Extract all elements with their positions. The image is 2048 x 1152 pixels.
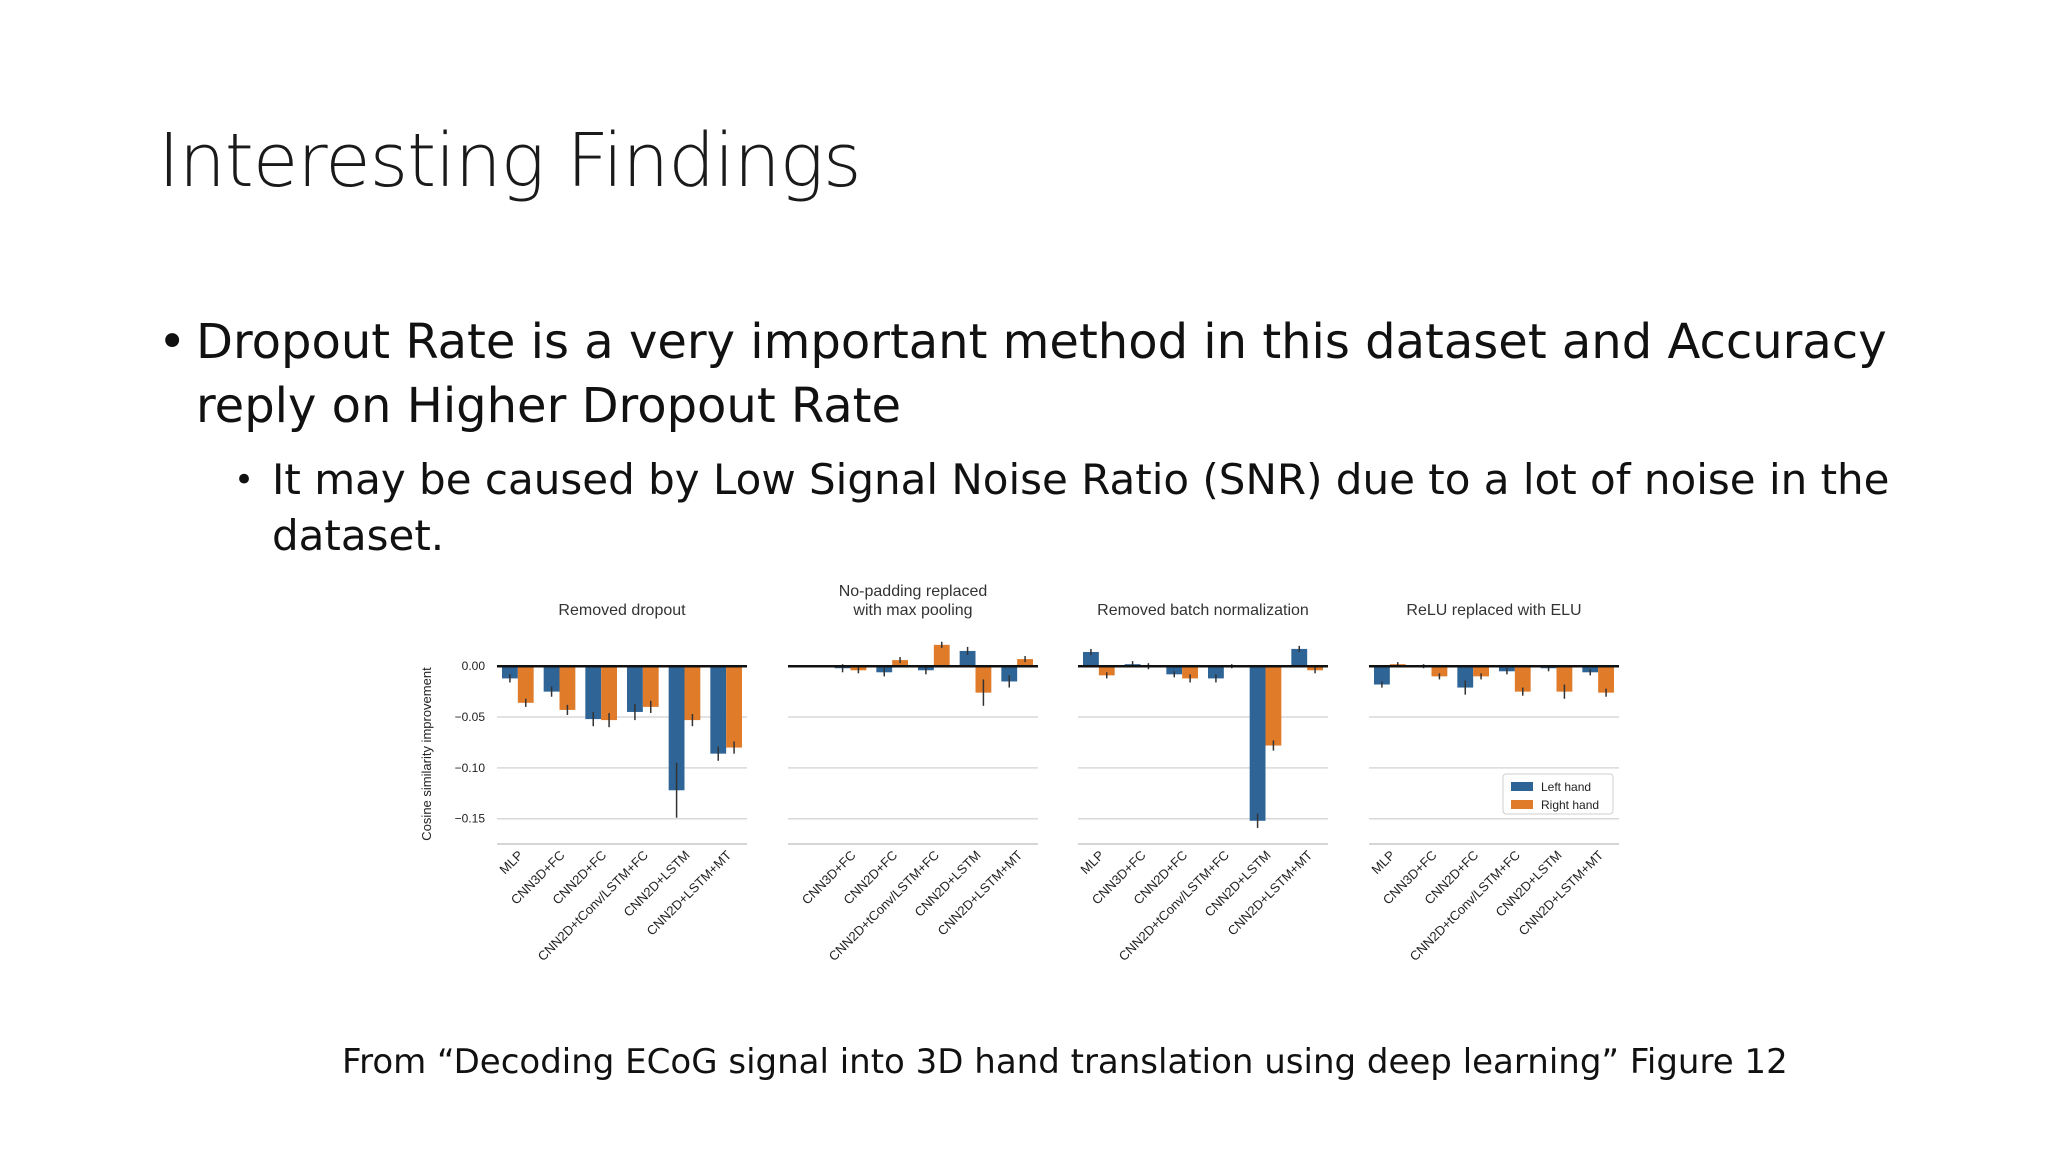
panel-title: Removed batch normalization — [1097, 602, 1309, 619]
y-tick-label: −0.10 — [455, 761, 486, 775]
bullet-list: • Dropout Rate is a very important metho… — [158, 310, 1958, 564]
bar-left-hand — [585, 666, 602, 720]
x-tick-label: MLP — [1077, 848, 1107, 878]
bar-left-hand — [1249, 666, 1266, 821]
bar-left-hand — [1374, 666, 1390, 685]
bar-left-hand — [543, 666, 560, 692]
bar-chart-figure: Cosine similarity improvement 0.00 −0.05 −0… — [419, 583, 1619, 964]
bar-left-hand — [1001, 666, 1018, 682]
bar-right-hand — [601, 666, 617, 721]
legend-label: Left hand — [1541, 780, 1591, 794]
slide-title: Interesting Findings — [158, 118, 862, 204]
bar-right-hand — [1556, 666, 1573, 692]
figure-panels: Cosine similarity improvement 0.00 −0.05 −0… — [405, 572, 1645, 1012]
bar-right-hand — [1265, 666, 1282, 746]
bar-left-hand — [1291, 648, 1308, 667]
bar-left-hand — [502, 666, 518, 679]
bar-left-hand — [1208, 666, 1224, 679]
bullet-item: • Dropout Rate is a very important metho… — [158, 310, 1958, 438]
legend-label: Right hand — [1541, 798, 1599, 812]
bar-right-hand — [1017, 659, 1033, 667]
figure-caption: From “Decoding ECoG signal into 3D hand … — [342, 1042, 1788, 1082]
bar-left-hand — [1457, 666, 1474, 688]
bar-right-hand — [933, 644, 950, 667]
sub-bullet-text: It may be caused by Low Signal Noise Rat… — [272, 455, 1890, 560]
bar-right-hand — [684, 666, 701, 721]
bar-right-hand — [517, 666, 534, 703]
bar-left-hand — [627, 666, 643, 712]
bar-right-hand — [559, 666, 576, 710]
bar-left-hand — [710, 666, 727, 754]
bullet-dot-icon: • — [234, 460, 255, 500]
y-axis-label: Cosine similarity improvement — [419, 667, 434, 841]
legend-swatch — [1511, 800, 1533, 809]
bar-left-hand — [1582, 666, 1599, 673]
bar-left-hand — [1083, 651, 1099, 667]
bar-left-hand — [668, 666, 685, 791]
bar-right-hand — [726, 666, 742, 748]
x-tick-label: MLP — [496, 848, 526, 878]
y-tick-label: −0.05 — [455, 710, 486, 724]
bar-right-hand — [1182, 666, 1198, 679]
x-tick-label: MLP — [1368, 848, 1398, 878]
bar-right-hand — [1098, 666, 1115, 676]
y-tick-label: 0.00 — [462, 659, 486, 673]
bar-left-hand — [1166, 666, 1183, 675]
panel-title: with max pooling — [852, 602, 972, 619]
bar-left-hand — [959, 650, 976, 667]
legend-swatch — [1511, 782, 1533, 791]
bullet-dot-icon: • — [158, 314, 187, 370]
bar-right-hand — [1598, 666, 1614, 693]
y-tick-label: −0.15 — [455, 812, 486, 826]
panel-title: ReLU replaced with ELU — [1406, 602, 1581, 619]
sub-bullet-item: • It may be caused by Low Signal Noise R… — [234, 452, 1932, 564]
bar-right-hand — [1514, 666, 1531, 692]
panel-title: No-padding replaced — [839, 583, 988, 600]
bar-right-hand — [1473, 666, 1489, 677]
bar-right-hand — [975, 666, 992, 693]
bar-right-hand — [642, 666, 659, 707]
bullet-text: Dropout Rate is a very important method … — [196, 314, 1887, 434]
bar-right-hand — [1431, 666, 1448, 677]
panel-title: Removed dropout — [558, 602, 686, 619]
